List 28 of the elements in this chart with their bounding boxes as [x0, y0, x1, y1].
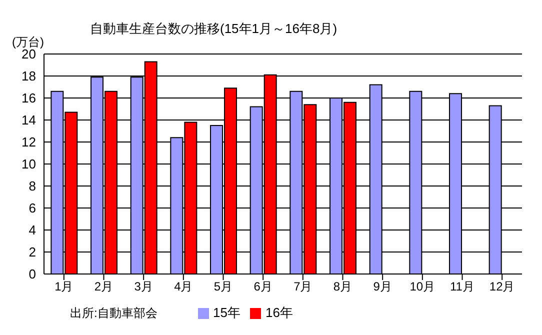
- y-tick-label: 16: [22, 90, 36, 106]
- y-tick-label: 10: [22, 156, 36, 172]
- y-tick-label: 4: [28, 222, 36, 238]
- y-tick-label: 14: [22, 112, 36, 128]
- x-tick-label: 6月: [254, 280, 272, 294]
- x-tick-label: 3月: [134, 280, 153, 294]
- x-tick-label: 4月: [174, 280, 193, 294]
- y-axis-title: (万台): [12, 34, 44, 49]
- legend-label: 16年: [265, 305, 293, 320]
- y-tick-label: 6: [28, 200, 36, 216]
- legend-label: 15年: [213, 305, 240, 320]
- x-tick-label: 5月: [214, 280, 233, 294]
- chart-title: 自動車生産台数の推移(15年1月～16年8月): [90, 20, 338, 38]
- x-tick-label: 10月: [410, 280, 436, 294]
- y-tick-label: 2: [28, 244, 36, 260]
- y-tick-label: 8: [28, 178, 36, 194]
- x-tick-label: 8月: [333, 280, 352, 294]
- x-tick-label: 7月: [294, 280, 312, 294]
- x-tick-label: 12月: [489, 280, 515, 294]
- y-tick-label: 0: [28, 266, 36, 282]
- y-tick-label: 18: [22, 68, 36, 84]
- x-tick-label: 9月: [373, 280, 392, 294]
- y-tick-label: 12: [22, 134, 36, 150]
- text: 出所:自動車部会: [70, 305, 158, 322]
- x-tick-label: 1月: [54, 280, 74, 294]
- x-tick-label: 11月: [450, 280, 474, 294]
- y-tick-label: 20: [22, 46, 36, 62]
- x-tick-label: 2月: [94, 280, 114, 294]
